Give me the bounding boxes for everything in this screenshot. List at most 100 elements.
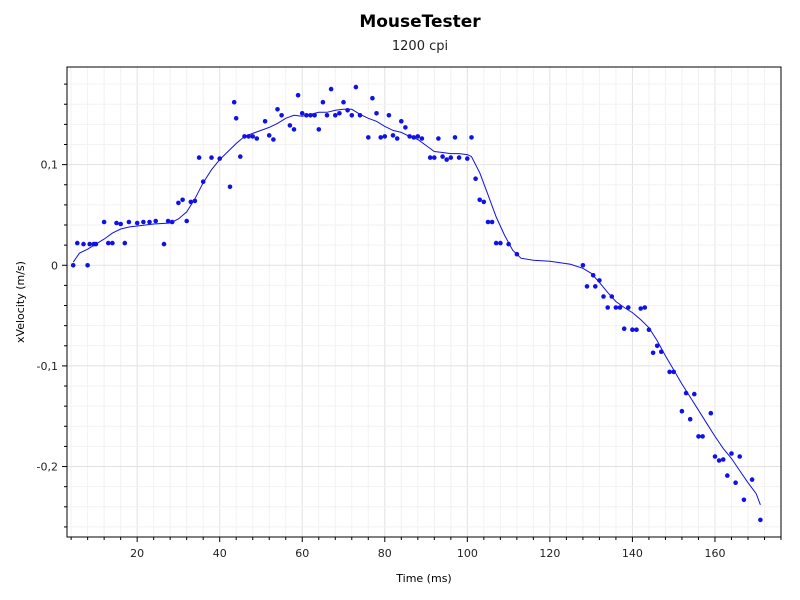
velocity-point xyxy=(254,136,260,141)
velocity-point xyxy=(399,119,404,124)
velocity-point xyxy=(448,155,454,160)
x-tick-label: 20 xyxy=(130,547,144,560)
velocity-point xyxy=(679,408,685,414)
x-axis-label: Time (ms) xyxy=(395,572,451,585)
velocity-point xyxy=(729,451,734,456)
velocity-point xyxy=(394,136,400,141)
velocity-point xyxy=(621,326,627,332)
velocity-point xyxy=(506,241,511,247)
velocity-point xyxy=(741,497,747,503)
velocity-point xyxy=(427,155,433,160)
velocity-point xyxy=(477,197,483,203)
velocity-point xyxy=(654,343,660,349)
velocity-point xyxy=(700,434,705,439)
velocity-point xyxy=(295,92,301,98)
velocity-point xyxy=(209,155,214,160)
velocity-point xyxy=(737,454,742,459)
velocity-point xyxy=(316,127,322,132)
plot-area-frame xyxy=(66,66,782,538)
series xyxy=(70,84,763,523)
velocity-point xyxy=(687,416,693,422)
y-axis-label: xVelocity (m/s) xyxy=(14,261,27,343)
velocity-point xyxy=(246,134,251,139)
velocity-point xyxy=(514,251,520,257)
velocity-point xyxy=(456,155,462,160)
velocity-point xyxy=(126,219,132,225)
velocity-point xyxy=(349,113,355,118)
y-tick-label: 0 xyxy=(51,259,58,272)
velocity-point xyxy=(345,108,350,113)
velocity-point xyxy=(386,113,392,118)
velocity-point xyxy=(165,218,171,224)
velocity-point xyxy=(217,156,222,161)
chart-title: MouseTester xyxy=(359,12,481,32)
velocity-point xyxy=(85,263,90,268)
velocity-point xyxy=(720,457,726,462)
velocity-point xyxy=(630,327,635,333)
velocity-point xyxy=(469,135,474,140)
velocity-point xyxy=(153,218,158,224)
velocity-point xyxy=(708,410,714,416)
x-tick-label: 140 xyxy=(622,547,643,560)
velocity-point xyxy=(308,113,313,118)
velocity-point xyxy=(378,135,384,140)
velocity-point xyxy=(436,136,441,141)
velocity-point xyxy=(250,134,255,139)
velocity-point xyxy=(184,218,189,224)
velocity-point xyxy=(333,113,338,118)
velocity-point xyxy=(93,241,99,247)
velocity-point xyxy=(75,240,80,246)
velocity-point xyxy=(180,197,185,203)
velocity-point xyxy=(304,113,309,118)
velocity-point xyxy=(432,155,437,160)
velocity-point xyxy=(353,84,359,90)
velocity-point xyxy=(626,305,631,310)
velocity-point xyxy=(341,99,346,105)
velocity-point xyxy=(473,176,478,181)
x-tick-label: 160 xyxy=(704,547,725,560)
velocity-point xyxy=(411,135,417,140)
velocity-point xyxy=(650,350,656,356)
velocity-point xyxy=(101,219,107,225)
velocity-point xyxy=(390,133,396,138)
chart-subtitle: 1200 cpi xyxy=(392,39,448,54)
velocity-point xyxy=(758,517,763,523)
velocity-point xyxy=(238,154,243,159)
velocity-point xyxy=(233,116,239,121)
velocity-point xyxy=(328,86,334,92)
x-tick-label: 40 xyxy=(213,547,227,560)
velocity-point xyxy=(403,125,408,130)
velocity-point xyxy=(242,134,247,139)
velocity-point xyxy=(188,199,194,205)
velocity-point xyxy=(452,135,458,140)
velocity-point xyxy=(114,220,119,226)
velocity-point xyxy=(642,305,648,310)
velocity-point xyxy=(671,369,676,375)
velocity-point xyxy=(370,95,375,101)
velocity-point xyxy=(696,434,701,439)
velocity-point xyxy=(231,99,237,105)
grid xyxy=(67,67,782,537)
velocity-point xyxy=(324,113,330,118)
velocity-point xyxy=(81,241,86,247)
velocity-point xyxy=(122,240,128,246)
velocity-point xyxy=(275,107,280,112)
y-tick-label: 0,1 xyxy=(41,159,59,172)
velocity-point xyxy=(465,156,470,161)
velocity-point xyxy=(196,155,202,160)
velocity-point xyxy=(407,134,412,139)
velocity-point xyxy=(444,157,450,162)
velocity-point xyxy=(634,327,639,333)
velocity-point xyxy=(299,111,305,116)
velocity-point xyxy=(609,294,615,299)
velocity-point xyxy=(593,284,598,289)
velocity-point xyxy=(683,390,689,396)
axis-ticks xyxy=(62,83,782,542)
velocity-point xyxy=(357,113,363,118)
velocity-point xyxy=(141,219,146,225)
velocity-point xyxy=(70,263,76,268)
velocity-point xyxy=(87,241,92,247)
velocity-point xyxy=(200,179,206,184)
velocity-point xyxy=(266,133,272,138)
